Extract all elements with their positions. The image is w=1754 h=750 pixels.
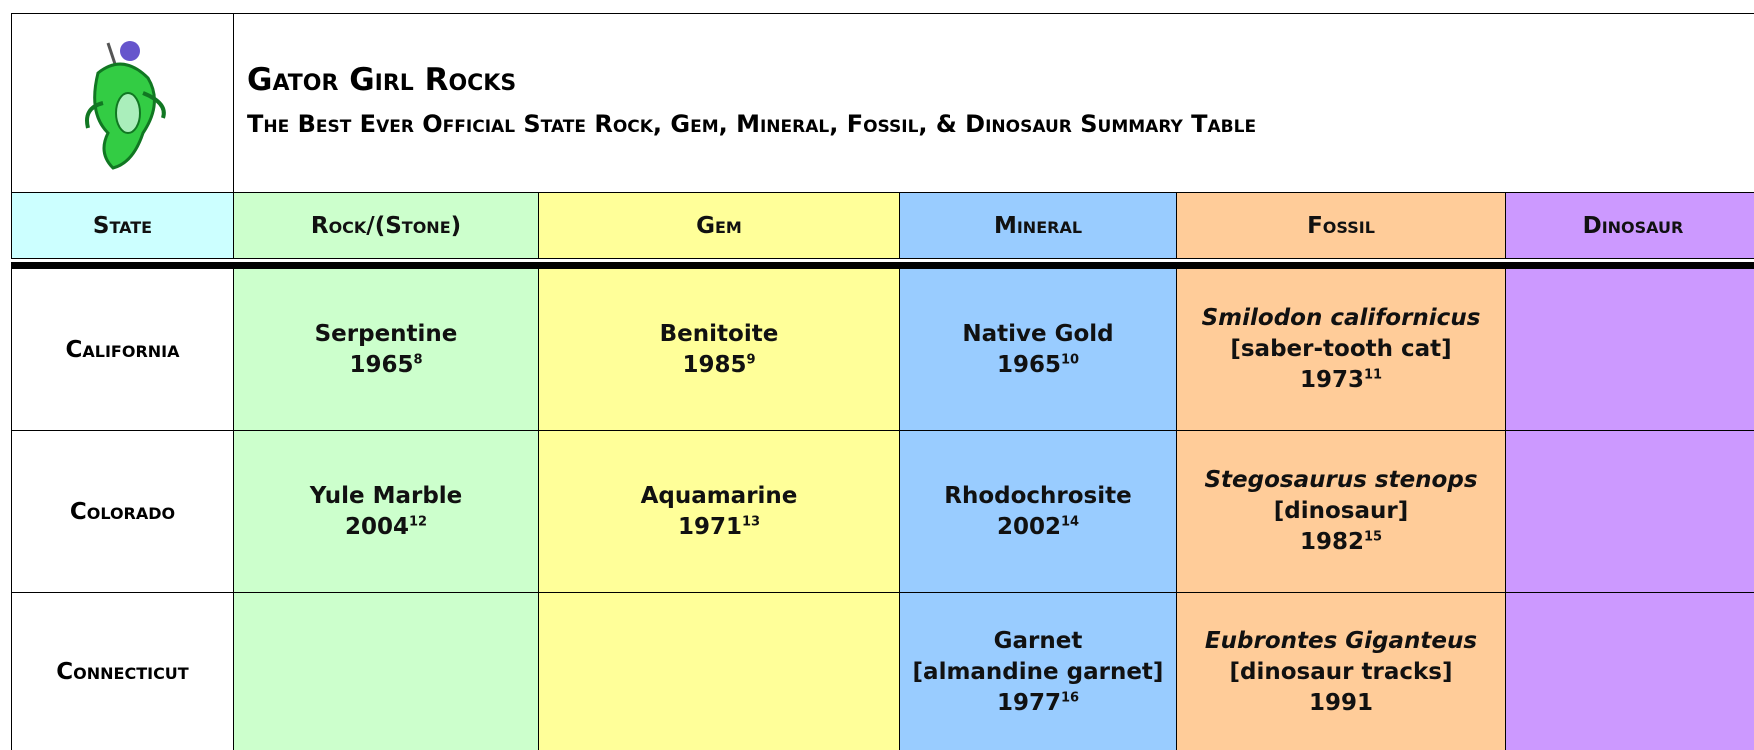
table-cell: Rhodochrosite 200214 bbox=[899, 430, 1177, 593]
column-header: Dinosaur bbox=[1505, 192, 1754, 259]
cell-year: 1985 bbox=[682, 351, 747, 378]
cell-name: Native Gold bbox=[962, 320, 1114, 347]
cell-name: Rhodochrosite bbox=[944, 482, 1132, 509]
cell-year: 1971 bbox=[677, 513, 742, 540]
state-cell: California bbox=[11, 268, 234, 431]
table-cell bbox=[1505, 592, 1754, 750]
table-cell: Benitoite 19859 bbox=[538, 268, 900, 431]
column-header: Fossil bbox=[1176, 192, 1506, 259]
cell-year: 1982 bbox=[1299, 529, 1364, 555]
cell-name: Aquamarine bbox=[640, 482, 798, 509]
cell-year: 1973 bbox=[1299, 367, 1364, 393]
cell-year-line: 196510 bbox=[997, 350, 1079, 381]
cell-year: 2002 bbox=[996, 513, 1061, 540]
title-cell bbox=[233, 13, 1754, 193]
cell-common: [dinosaur tracks] bbox=[1229, 658, 1453, 685]
cell-year-line: 1991 bbox=[1309, 688, 1373, 719]
cell-year-line: 19859 bbox=[682, 350, 755, 381]
footnote: 10 bbox=[1060, 351, 1080, 367]
cell-year: 1965 bbox=[996, 351, 1061, 378]
cell-common: [saber-tooth cat] bbox=[1230, 336, 1452, 362]
state-cell: Connecticut bbox=[11, 592, 234, 750]
footnote: 13 bbox=[741, 513, 761, 529]
table-cell: Eubrontes Giganteus [dinosaur tracks] 1991 bbox=[1176, 592, 1506, 750]
cell-common: [almandine garnet] bbox=[912, 658, 1164, 685]
cell-year-line: 197716 bbox=[997, 688, 1079, 719]
header-rule bbox=[11, 262, 1754, 268]
table-cell: Native Gold 196510 bbox=[899, 268, 1177, 431]
cell-year-line: 197113 bbox=[678, 512, 760, 543]
footnote: 16 bbox=[1060, 689, 1080, 705]
state-cell: Colorado bbox=[11, 430, 234, 593]
footnote: 15 bbox=[1363, 529, 1383, 545]
cell-year: 1977 bbox=[996, 689, 1061, 716]
cell-name: Benitoite bbox=[659, 320, 779, 347]
cell-year-line: 19658 bbox=[349, 350, 422, 381]
cell-name: Stegosaurus stenops bbox=[1204, 467, 1478, 493]
table-cell: Smilodon californicus [saber-tooth cat] 19… bbox=[1176, 268, 1506, 431]
logo bbox=[84, 41, 166, 170]
logo-cell bbox=[11, 13, 234, 193]
table-cell: Yule Marble 200412 bbox=[233, 430, 539, 593]
table-cell bbox=[233, 592, 539, 750]
cell-name: Yule Marble bbox=[309, 482, 463, 509]
cell-year: 1965 bbox=[349, 351, 414, 378]
table-cell: Garnet [almandine garnet] 197716 bbox=[899, 592, 1177, 750]
column-header: State bbox=[11, 192, 234, 259]
cell-common: [dinosaur] bbox=[1273, 498, 1409, 524]
table-cell bbox=[1505, 430, 1754, 593]
cell-year: 2004 bbox=[344, 513, 409, 540]
cell-year-line: 198215 bbox=[1300, 527, 1382, 558]
cell-name: Serpentine bbox=[314, 320, 458, 347]
table-cell bbox=[538, 592, 900, 750]
cell-year-line: 197311 bbox=[1300, 365, 1382, 396]
column-header: Rock/(Stone) bbox=[233, 192, 539, 259]
cell-year-line: 200412 bbox=[345, 512, 427, 543]
table-cell: Aquamarine 197113 bbox=[538, 430, 900, 593]
footnote: 9 bbox=[746, 351, 756, 367]
footnote: 12 bbox=[408, 513, 428, 529]
footnote: 8 bbox=[413, 351, 423, 367]
column-header: Gem bbox=[538, 192, 900, 259]
title: Gator Girl Rocks bbox=[247, 62, 517, 98]
cell-name: Smilodon californicus bbox=[1201, 305, 1481, 331]
table-cell: Stegosaurus stenops [dinosaur] 198215 bbox=[1176, 430, 1506, 593]
subtitle: The Best Ever Official State Rock, Gem, … bbox=[247, 110, 1257, 138]
cell-name: Garnet bbox=[993, 627, 1083, 654]
footnote: 14 bbox=[1060, 513, 1080, 529]
footnote: 11 bbox=[1363, 367, 1383, 383]
cell-name: Eubrontes Giganteus bbox=[1204, 627, 1478, 654]
column-header: Mineral bbox=[899, 192, 1177, 259]
cell-year: 1991 bbox=[1308, 689, 1373, 716]
table-cell bbox=[1505, 268, 1754, 431]
table-cell: Serpentine 19658 bbox=[233, 268, 539, 431]
cell-year-line: 200214 bbox=[997, 512, 1079, 543]
